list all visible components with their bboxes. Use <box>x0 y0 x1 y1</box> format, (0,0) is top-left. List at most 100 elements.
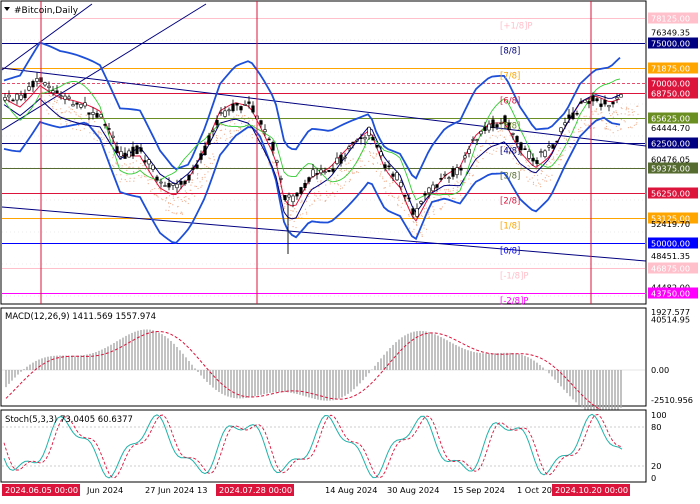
cloud-dot <box>397 203 399 205</box>
cloud-dot <box>327 196 329 198</box>
candle-body <box>379 151 383 157</box>
cloud-dot <box>251 133 253 136</box>
cloud-dot <box>351 171 353 173</box>
cloud-dot <box>264 139 266 141</box>
cloud-dot <box>273 152 276 154</box>
cloud-dot <box>448 190 450 192</box>
cloud-dot <box>148 169 151 171</box>
cloud-dot <box>290 209 292 212</box>
cloud-dot <box>251 119 254 121</box>
cloud-dot <box>628 111 630 113</box>
cloud-dot <box>235 129 238 132</box>
cloud-dot <box>203 164 206 166</box>
cloud-dot <box>184 190 186 192</box>
cloud-dot <box>209 157 211 160</box>
cloud-dot <box>523 169 525 172</box>
cloud-dot <box>553 159 555 161</box>
cloud-dot <box>411 231 413 233</box>
cloud-dot <box>573 131 575 133</box>
candle-body <box>247 101 251 104</box>
cloud-dot <box>261 148 263 150</box>
time-label: 13 <box>197 485 207 495</box>
cloud-dot <box>348 170 350 172</box>
cloud-dot <box>60 112 62 114</box>
cloud-dot <box>153 194 155 196</box>
cloud-dot <box>147 179 149 181</box>
cloud-dot <box>415 242 418 244</box>
macd-signal-line <box>5 330 622 414</box>
candle-body <box>119 151 123 157</box>
cloud-dot <box>320 194 322 196</box>
cloud-dot <box>197 173 199 175</box>
candle-body <box>367 126 371 136</box>
candle-body <box>183 180 187 185</box>
cloud-dot <box>111 164 114 166</box>
cloud-dot <box>41 91 43 93</box>
cloud-dot <box>129 177 131 179</box>
cloud-dot <box>231 135 233 138</box>
cloud-dot <box>336 190 338 193</box>
cloud-dot <box>112 157 114 159</box>
cloud-dot <box>506 148 508 150</box>
cloud-dot <box>388 194 390 197</box>
cloud-dot <box>48 94 50 97</box>
cloud-dot <box>284 203 286 205</box>
murrey-level-labels: [+1/8]P [8/8] [7/8] [6/8] [5/8] [4/8] [3/8] [2/… <box>500 22 533 307</box>
cloud-dot <box>101 138 103 141</box>
cloud-dot <box>219 137 222 139</box>
time-axis[interactable]: 2024.06.05 00:00 Jun 2024 27 Jun 2024 13 202… <box>2 484 630 496</box>
cloud-dot <box>50 95 52 98</box>
cloud-dot <box>325 190 328 192</box>
cloud-dot <box>306 213 308 215</box>
cloud-dot <box>432 211 434 213</box>
price-label: 78125.00 <box>651 14 690 24</box>
cloud-dot <box>558 163 560 166</box>
cloud-dot <box>605 125 608 128</box>
cloud-dot <box>162 199 164 201</box>
cloud-dot <box>485 139 487 141</box>
cloud-dot <box>509 135 511 137</box>
cloud-dot <box>457 182 459 184</box>
candle-body <box>287 194 291 198</box>
cloud-dot <box>452 187 454 189</box>
candle-body <box>239 106 243 111</box>
cloud-dot <box>230 132 232 134</box>
cloud-dot <box>581 130 583 132</box>
cloud-dot <box>556 153 558 156</box>
cloud-dot <box>98 130 100 132</box>
cloud-dot <box>349 159 352 162</box>
price-label: 40514.95 <box>651 314 690 324</box>
cloud-dot <box>196 174 199 176</box>
cloud-dot <box>276 172 278 174</box>
cloud-dot <box>631 109 633 111</box>
cloud-dot <box>144 168 147 170</box>
candle-body <box>539 151 543 153</box>
cloud-dot <box>476 165 478 167</box>
cloud-dot <box>513 150 515 152</box>
cloud-dot <box>428 211 430 213</box>
cloud-dot <box>216 137 219 139</box>
cloud-dot <box>633 124 635 126</box>
cloud-dot <box>264 155 267 157</box>
candle-body <box>535 160 539 164</box>
cloud-dot <box>449 190 451 192</box>
candle-body <box>63 95 67 100</box>
cloud-dot <box>132 166 134 168</box>
cloud-dot <box>180 212 182 215</box>
cloud-dot <box>492 141 495 143</box>
cloud-dot <box>71 108 74 111</box>
cloud-dot <box>234 123 236 125</box>
cloud-dot <box>149 178 151 181</box>
candle-body <box>575 112 579 115</box>
main-chart-panel[interactable] <box>0 0 647 305</box>
symbol-dropdown-icon[interactable] <box>4 7 10 11</box>
candle-body <box>371 137 375 141</box>
cloud-dot <box>160 198 163 200</box>
price-label: 53125.00 <box>651 214 690 224</box>
cloud-dot <box>631 127 633 129</box>
cloud-dot <box>88 122 90 124</box>
cloud-dot <box>226 138 228 140</box>
time-label: 2024.06.05 00:00 <box>5 485 78 495</box>
